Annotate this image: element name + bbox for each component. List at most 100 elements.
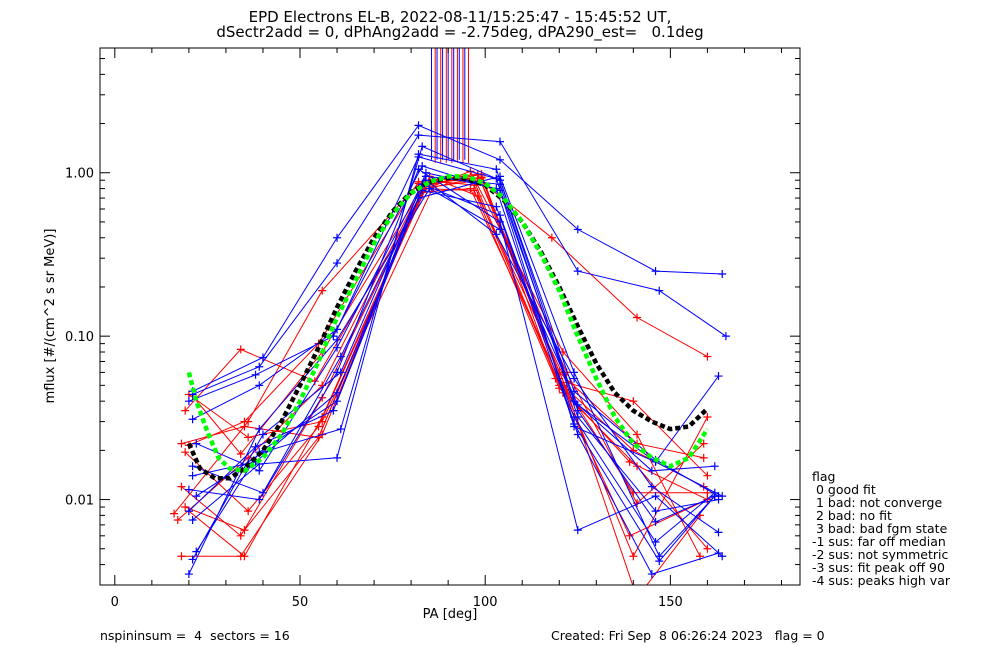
series-line-11 (192, 188, 708, 550)
series-line-6 (188, 180, 708, 537)
data-point-8-1 (236, 531, 245, 540)
chart-title-line1: EPD Electrons EL-B, 2022-08-11/15:25:47 … (248, 8, 672, 26)
data-point-17-0 (188, 462, 197, 471)
y-tick-label: 0.01 (65, 494, 94, 509)
data-point-0-7 (703, 352, 712, 361)
data-point-4-0 (181, 503, 190, 512)
data-point-9-1 (240, 552, 249, 561)
data-point-16-0 (192, 439, 201, 448)
data-point-14-0 (184, 397, 193, 406)
data-point-25-5 (573, 400, 582, 409)
data-point-22-2 (329, 406, 338, 415)
data-point-16-6 (651, 507, 660, 516)
y-tick-label: 0.10 (65, 330, 94, 345)
data-point-5-1 (236, 345, 245, 354)
data-point-23-3 (421, 168, 430, 177)
data-point-12-3 (414, 121, 423, 130)
axis-layer: 0 50 100 150 0.01 0.10 1.00 (65, 48, 800, 610)
legend-item: 2 bad: no fit (812, 508, 892, 523)
data-point-23-7 (714, 549, 723, 558)
data-point-25-2 (333, 335, 342, 344)
legend-item: -4 sus: peaks high var (812, 573, 951, 588)
data-point-13-6 (655, 286, 664, 295)
footer-right: Created: Fri Sep 8 06:26:24 2023 flag = … (551, 628, 825, 643)
series-line-22 (188, 175, 716, 558)
data-point-8-2 (318, 393, 327, 402)
data-point-25-3 (425, 184, 434, 193)
data-point-23-6 (647, 570, 656, 579)
data-point-15-6 (647, 466, 656, 475)
data-point-19-2 (333, 388, 342, 397)
data-point-13-4 (496, 137, 504, 146)
data-point-24-4 (496, 211, 504, 220)
series-line-4 (185, 175, 708, 531)
data-point-13-2 (333, 259, 342, 268)
data-point-24-6 (651, 537, 660, 546)
series-line-25 (188, 187, 723, 575)
data-point-13-3 (414, 131, 423, 140)
data-point-22-4 (496, 172, 504, 181)
data-point-0-5 (547, 233, 556, 242)
x-tick-label: 0 (111, 595, 119, 610)
legend-item: -2 sus: not symmetric (812, 547, 949, 562)
data-point-25-7 (718, 492, 727, 501)
data-point-18-6 (651, 492, 660, 501)
series-line-18 (188, 168, 723, 557)
data-point-20-6 (651, 517, 660, 526)
data-point-20-0 (192, 492, 201, 501)
data-point-21-3 (414, 150, 423, 159)
data-point-20-2 (336, 425, 345, 434)
series-line-15 (192, 156, 715, 472)
data-point-9-7 (699, 439, 708, 448)
data-point-19-0 (188, 471, 197, 480)
data-point-22-5 (570, 368, 579, 377)
data-point-3-0 (177, 552, 186, 561)
data-point-4-7 (703, 471, 712, 480)
fit-curve-black (186, 175, 709, 481)
data-point-19-4 (492, 230, 501, 239)
data-point-12-2 (333, 233, 342, 242)
series-line-0 (173, 178, 708, 514)
data-point-12-4 (496, 155, 504, 164)
data-point-15-0 (188, 415, 197, 424)
data-point-20-3 (418, 142, 427, 151)
series-layer (170, 48, 730, 585)
series-line-13 (192, 134, 727, 395)
data-point-3-6 (633, 430, 642, 439)
data-point-19-6 (647, 482, 656, 491)
data-point-10-0 (181, 448, 190, 457)
data-point-4-6 (629, 397, 638, 406)
data-point-13-7 (721, 332, 730, 341)
plot-frame (99, 47, 801, 586)
data-point-5-2 (310, 377, 319, 386)
data-point-25-0 (184, 570, 193, 579)
data-point-17-4 (492, 202, 501, 211)
data-point-13-1 (255, 362, 264, 371)
data-point-5-0 (181, 406, 190, 415)
x-tick-label: 50 (292, 595, 309, 610)
data-point-8-4 (466, 184, 475, 193)
data-point-10-2 (314, 422, 323, 431)
data-point-11-7 (703, 544, 712, 553)
legend-item: 3 bad: bad fgm state (812, 521, 948, 536)
fit-curve-green (186, 174, 710, 474)
legend-item: -1 sus: far off median (812, 534, 946, 549)
data-point-24-2 (336, 368, 345, 377)
legend-item: -3 sus: fit peak off 90 (812, 560, 945, 575)
data-point-21-2 (333, 453, 342, 462)
data-point-6-1 (244, 433, 253, 442)
data-point-19-7 (714, 528, 723, 537)
data-point-0-2 (318, 286, 327, 295)
data-point-18-1 (255, 495, 264, 504)
series-line-12 (192, 124, 723, 392)
y-tick-label: 1.00 (65, 167, 94, 182)
series-line-21 (192, 153, 719, 521)
series-line-1 (177, 173, 704, 521)
series-line-9 (188, 174, 705, 557)
data-point-10-7 (703, 413, 712, 422)
data-point-23-0 (192, 547, 201, 556)
series-line-2 (181, 179, 708, 501)
data-point-8-0 (177, 482, 186, 491)
data-point-18-5 (573, 526, 582, 535)
